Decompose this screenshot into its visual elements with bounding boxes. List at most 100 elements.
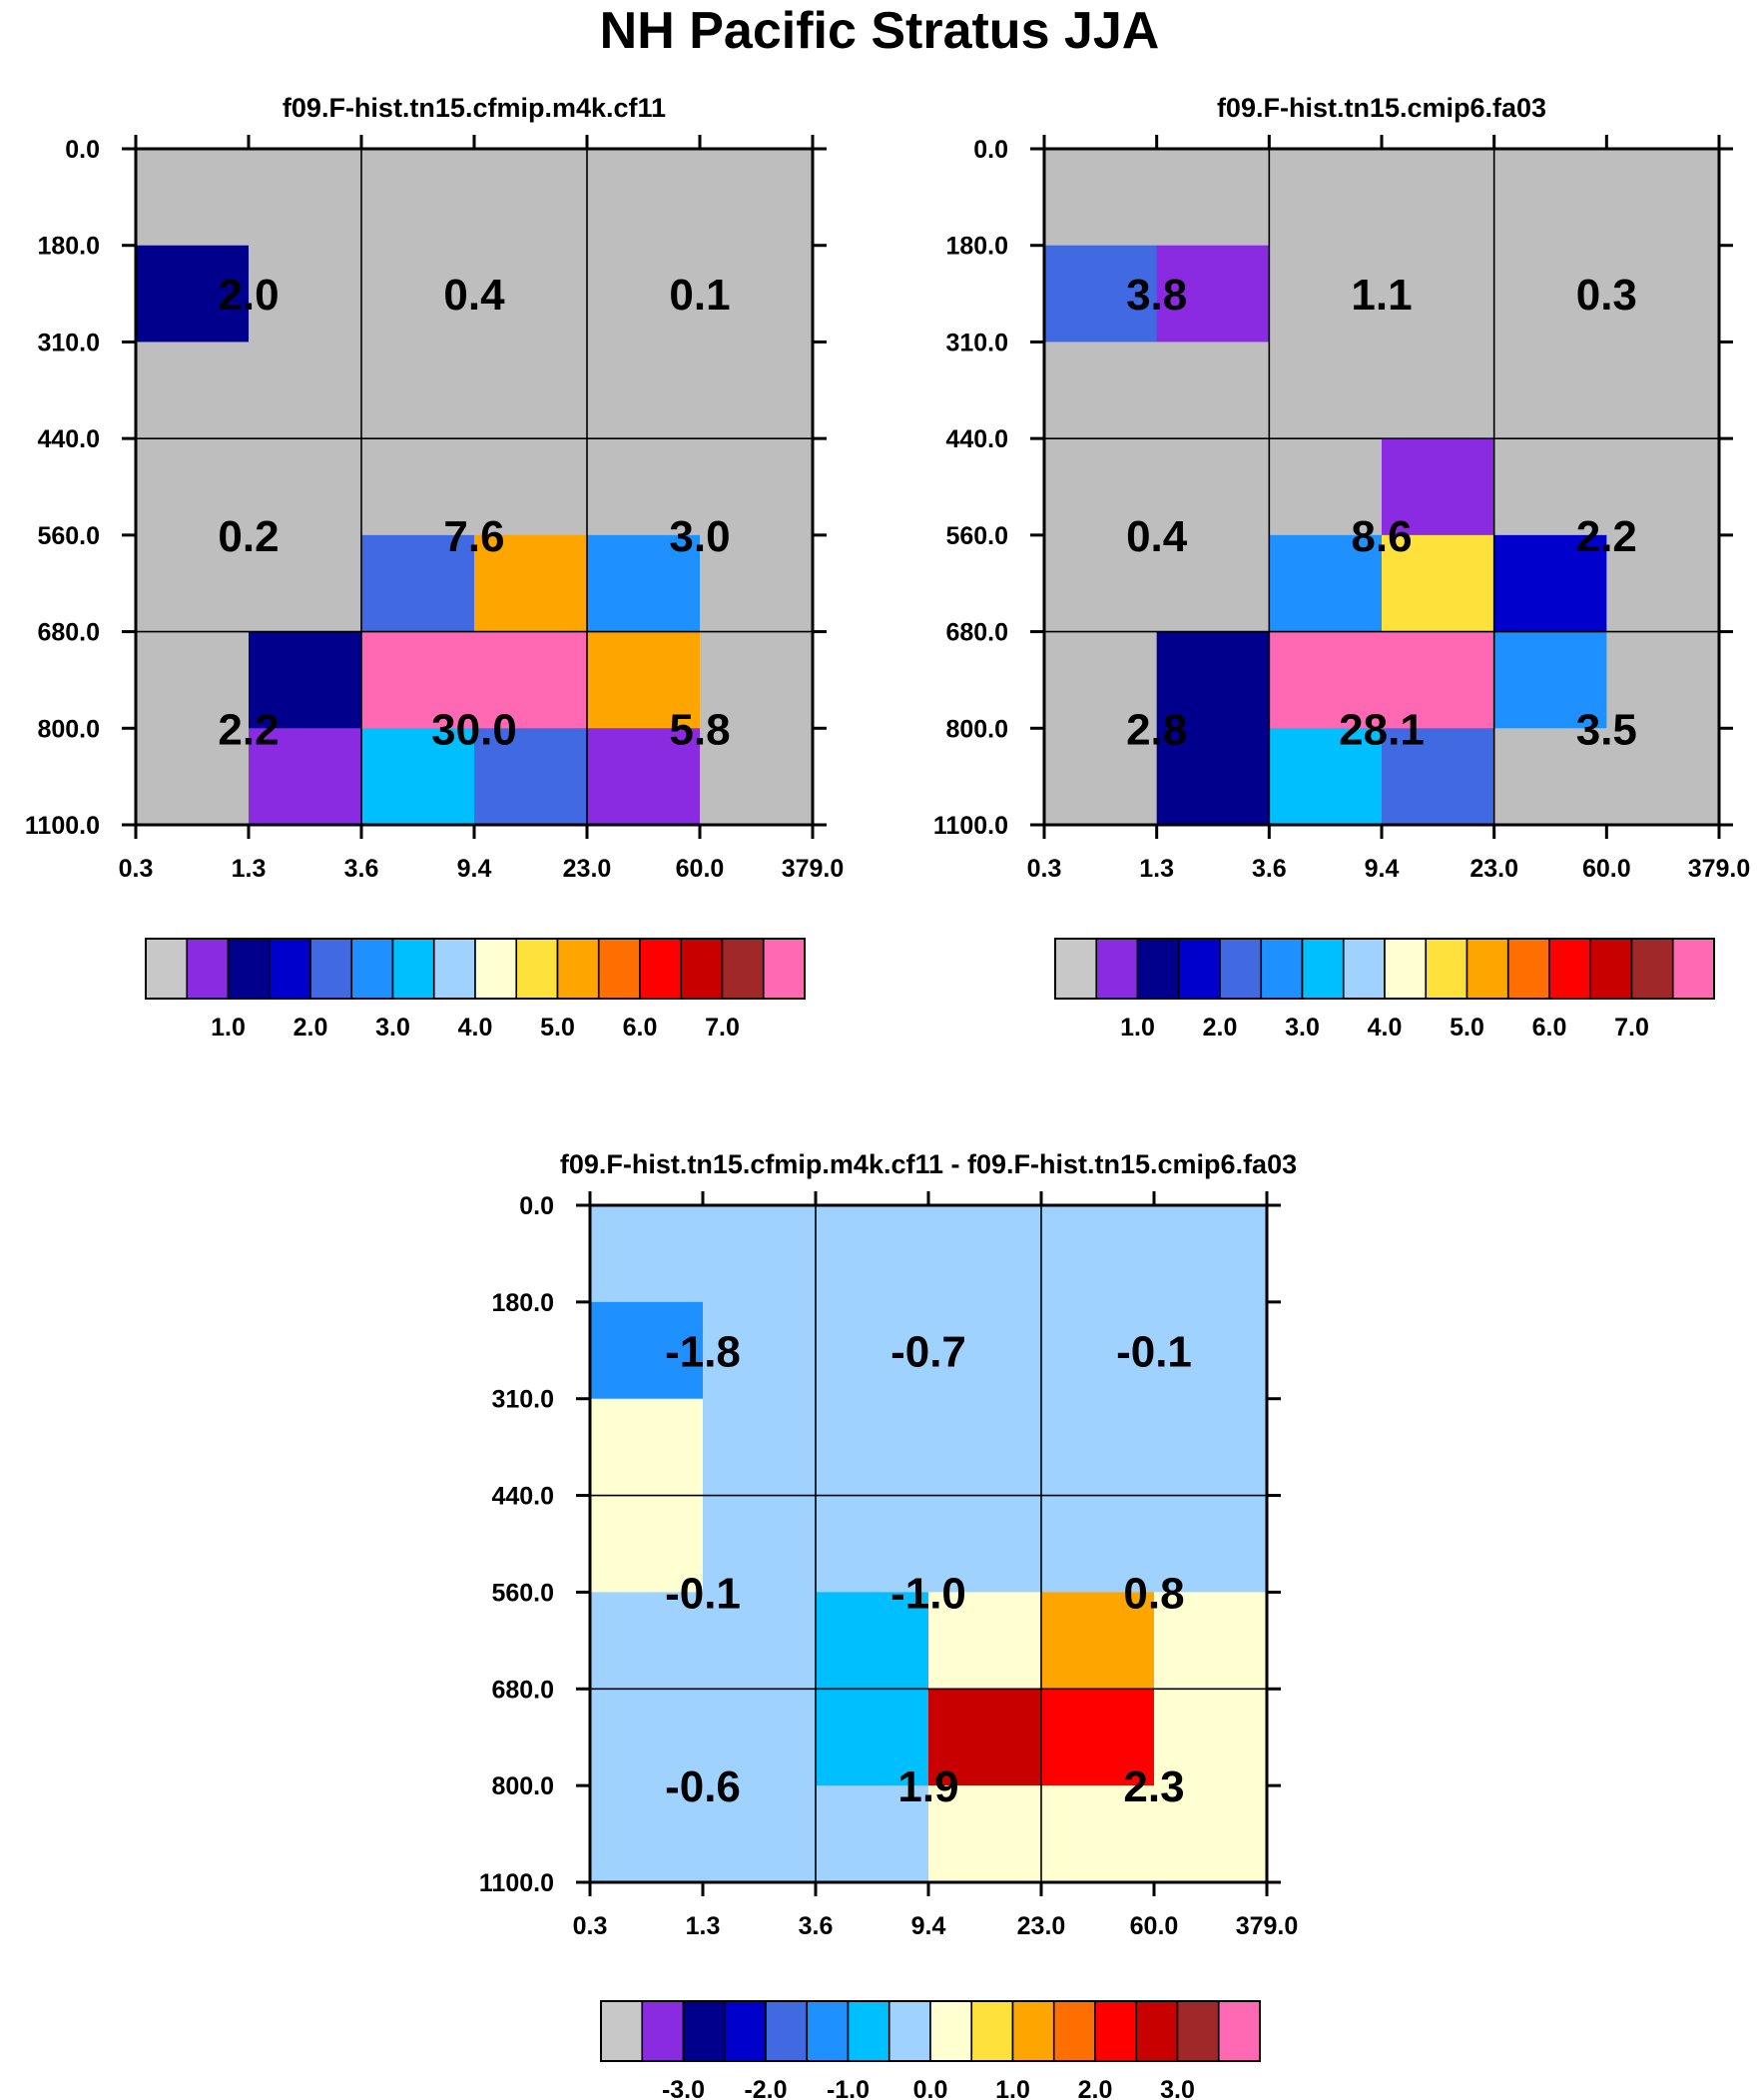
heatmap-cell: [1156, 149, 1270, 247]
heatmap-cell: [587, 728, 701, 826]
heatmap-cell: [1044, 245, 1158, 344]
box-total-label: -1.0: [890, 1569, 966, 1618]
y-tick-label: 1100.0: [25, 812, 100, 840]
box-total-label: 0.1: [669, 271, 730, 320]
x-tick-label: 9.4: [1365, 855, 1400, 883]
y-tick-label: 560.0: [945, 522, 1008, 550]
x-tick-label: 23.0: [563, 855, 612, 883]
x-tick-label: 379.0: [1688, 855, 1751, 883]
heatmap-cell: [249, 728, 362, 826]
panel-1: 0.3 1.3 3.6 9.4 23.0 60.0 379.0 0.0 180.0 310.0 44…: [25, 93, 844, 1042]
heatmap-cell: [361, 728, 475, 826]
colorbar-label: -3.0: [662, 2076, 705, 2100]
heatmap-cell: [703, 1495, 817, 1594]
panel-3: 0.3 1.3 3.6 9.4 23.0 60.0 379.0 0.0 180.0 310.0 44…: [479, 1149, 1298, 2100]
colorbar-swatch: [887, 2000, 931, 2062]
heatmap-cell: [1382, 631, 1495, 729]
heatmap-cell: [928, 1592, 1042, 1690]
heatmap-cell: [1269, 342, 1383, 439]
heatmap-cell: [590, 1592, 704, 1690]
heatmap-cell: [1493, 534, 1607, 633]
colorbar-swatch: [186, 938, 230, 1000]
x-tick-label: 3.6: [799, 1912, 834, 1940]
box-total-label: 0.2: [218, 512, 279, 561]
heatmap-cell: [1493, 245, 1607, 344]
x-tick-label: 9.4: [457, 855, 492, 883]
y-tick-label: 310.0: [491, 1386, 554, 1414]
colorbar-label: 7.0: [1614, 1014, 1649, 1042]
colorbar-label: 1.0: [1120, 1014, 1155, 1042]
box-total-label: 0.4: [443, 271, 505, 320]
colorbar-swatch: [1260, 938, 1304, 1000]
heatmap-cell: [587, 245, 701, 344]
heatmap-cell: [249, 534, 362, 633]
x-tick-label: 9.4: [911, 1912, 946, 1940]
heatmap-cell: [703, 1205, 817, 1303]
heatmap-cell: [249, 438, 362, 536]
box-total-label: 0.3: [1576, 271, 1637, 320]
colorbar-swatch: [682, 2000, 726, 2062]
y-tick-label: 180.0: [945, 233, 1008, 261]
box-total-label: 28.1: [1339, 705, 1425, 754]
colorbar-label: 4.0: [458, 1014, 493, 1042]
y-tick-label: 440.0: [37, 425, 100, 453]
colorbar-swatch: [1054, 938, 1098, 1000]
panel-title: f09.F-hist.tn15.cmip6.fa03: [1217, 93, 1546, 123]
heatmap-cell: [249, 342, 362, 439]
heatmap-cell: [928, 1205, 1042, 1303]
heatmap-cell: [1044, 631, 1158, 729]
box-total-label: -0.1: [1116, 1327, 1192, 1376]
heatmap-cell: [1044, 728, 1158, 826]
heatmap-cell: [590, 1689, 704, 1786]
heatmap-cell: [474, 245, 588, 344]
heatmap-cell: [361, 631, 475, 729]
heatmap-cell: [1269, 728, 1383, 826]
colorbar-swatch: [1466, 938, 1509, 1000]
box-total-label: 1.1: [1351, 271, 1412, 320]
colorbar-swatch: [1506, 938, 1550, 1000]
colorbar-label: 5.0: [1450, 1014, 1484, 1042]
heatmap-cell: [1156, 728, 1270, 826]
colorbar-swatch: [227, 938, 271, 1000]
heatmap-cell: [700, 728, 814, 826]
y-tick-label: 440.0: [491, 1483, 554, 1511]
heatmap-cell: [1156, 438, 1270, 536]
heatmap-cell: [1156, 245, 1270, 344]
heatmap-cell: [1041, 1398, 1155, 1497]
heatmap-cell: [1606, 245, 1720, 344]
colorbar-swatch: [597, 938, 641, 1000]
heatmap-cell: [136, 245, 250, 344]
colorbar-swatch: [1219, 938, 1263, 1000]
heatmap-cell: [703, 1398, 817, 1497]
colorbar-swatch: [474, 938, 518, 1000]
heatmap-cell: [700, 342, 814, 439]
heatmap-cell: [474, 631, 588, 729]
heatmap-cell: [587, 631, 701, 729]
colorbar-label: 2.0: [1203, 1014, 1238, 1042]
x-tick-label: 0.3: [573, 1912, 608, 1940]
colorbar-label: 5.0: [540, 1014, 575, 1042]
heatmap-cell: [1156, 342, 1270, 439]
heatmap-cell: [361, 534, 475, 633]
colorbar-swatch: [1671, 938, 1715, 1000]
x-tick-label: 3.6: [1252, 855, 1287, 883]
heatmap-cell: [474, 534, 588, 633]
colorbar-swatch: [1176, 2000, 1220, 2062]
x-tick-label: 60.0: [1582, 855, 1631, 883]
x-tick-label: 1.3: [686, 1912, 721, 1940]
box-total-label: 1.9: [897, 1762, 958, 1811]
heatmap-cell: [1041, 1495, 1155, 1594]
heatmap-cell: [249, 631, 362, 729]
box-total-label: -0.6: [665, 1762, 741, 1811]
colorbar-swatch: [1011, 2000, 1055, 2062]
colorbar-swatch: [1135, 2000, 1179, 2062]
heatmap-cell: [136, 631, 250, 729]
colorbar-swatch: [1425, 938, 1468, 1000]
box-total-label: 30.0: [431, 705, 517, 754]
heatmap-cell: [1606, 149, 1720, 247]
colorbar-swatch: [600, 2000, 644, 2062]
colorbar-swatch: [639, 938, 683, 1000]
heatmap-cell: [816, 1301, 929, 1400]
colorbar-label: 1.0: [995, 2076, 1030, 2100]
box-total-label: 2.3: [1123, 1762, 1184, 1811]
